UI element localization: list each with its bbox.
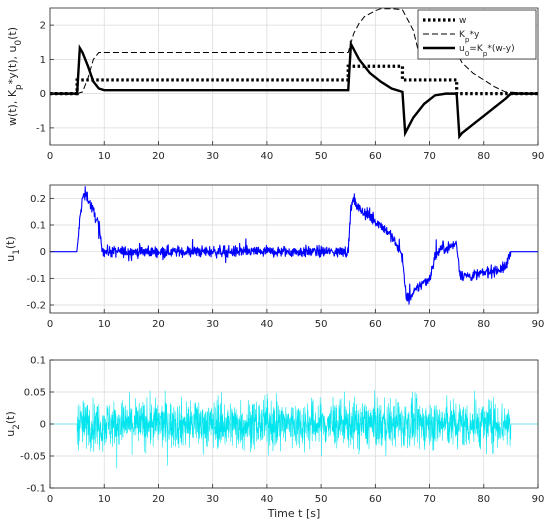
x-tick-label: 10 [98,494,111,505]
x-tick-label: 30 [206,494,219,505]
x-tick-label: 30 [206,151,219,162]
chart-panel-1: 0 10 20 30 40 50 60 70 80 90 -1 0 1 2 w(t), Kp*y(t), u… [6,7,545,162]
x-tick-label: 90 [532,319,545,330]
x-tick-label: 0 [47,151,53,162]
x-tick-label: 40 [261,151,274,162]
x-tick-label: 80 [477,319,490,330]
y-axis-label: u1(t) [4,236,22,262]
legend-entry: Kp*y [459,30,480,44]
x-tick-label: 20 [152,151,165,162]
y-tick-label: 0.2 [30,194,46,205]
x-tick-label: 70 [423,494,436,505]
y-tick-label: 0 [40,89,46,100]
y-tick-label: 0.1 [30,221,46,232]
y-tick-label: 2 [40,21,46,32]
x-tick-label: 60 [369,151,382,162]
x-tick-label: 90 [532,151,545,162]
x-tick-label: 0 [47,319,53,330]
x-tick-label: 50 [315,494,328,505]
x-tick-label: 40 [261,494,274,505]
y-axis-label: u2(t) [4,411,22,437]
x-tick-label: 60 [369,319,382,330]
y-tick-label: 0.05 [24,388,46,399]
chart-panel-2: 0 10 20 30 40 50 60 70 80 90 -0.2 -0.1 0 0.1 0.2 u1(t) [4,184,545,330]
x-axis-label: Time t [s] [267,507,321,520]
x-tick-label: 0 [47,494,53,505]
x-tick-label: 90 [532,494,545,505]
y-tick-label: -0.2 [26,301,46,312]
x-tick-label: 40 [261,319,274,330]
series-line-signal [50,390,538,469]
chart-panel-3: 0 10 20 30 40 50 60 70 80 90 -0.1 -0.05 0 0.05 0.1 u2(t… [4,356,544,521]
legend-entry: u0=Kp*(w-y) [459,44,515,58]
x-tick-label: 50 [315,151,328,162]
x-tick-label: 10 [98,151,111,162]
y-tick-label: -0.05 [20,452,46,463]
y-tick-label: 0 [40,247,46,258]
series-line-k-p-y [50,8,538,95]
series-group [50,8,538,140]
axes-frame [49,7,539,146]
series-group [50,186,538,305]
x-tick-label: 70 [423,319,436,330]
y-tick-label: 1 [40,55,46,66]
x-tick-label: 10 [98,319,111,330]
series-line-signal [50,186,538,305]
x-tick-label: 50 [315,319,328,330]
x-tick-label: 60 [369,494,382,505]
x-tick-label: 70 [423,151,436,162]
series-line-u-0-k-p-w-y- [50,39,538,140]
y-tick-label: 0 [40,420,46,431]
legend-entry: w [459,16,466,26]
y-tick-label: -1 [36,123,46,134]
legend: w Kp*yu0=Kp*(w-y) [417,9,537,60]
y-tick-label: -0.1 [26,274,46,285]
x-tick-label: 20 [152,319,165,330]
series-group [50,390,538,469]
x-tick-label: 80 [477,151,490,162]
x-tick-label: 80 [477,494,490,505]
y-tick-label: -0.1 [26,484,46,495]
y-axis-label: w(t), Kp*y(t), u0(t) [6,27,24,126]
x-tick-label: 20 [152,494,165,505]
y-tick-label: 0.1 [30,356,46,367]
axes-frame [49,184,539,314]
x-tick-label: 30 [206,319,219,330]
